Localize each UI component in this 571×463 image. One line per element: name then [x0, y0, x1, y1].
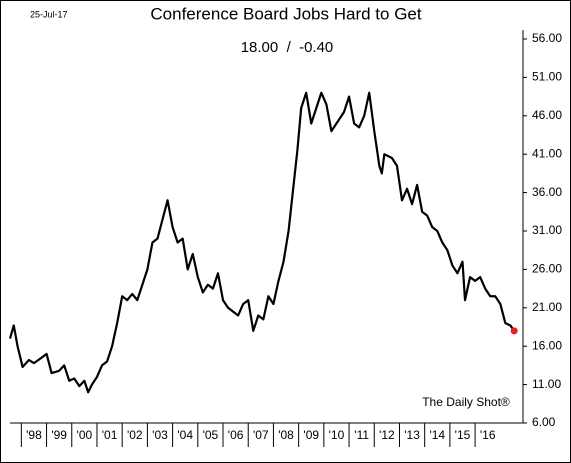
- y-tick-label: 21.00: [532, 300, 562, 314]
- x-tick-label: '15: [455, 428, 471, 442]
- x-tick-label: '01: [102, 428, 118, 442]
- chart-subtitle: 18.00 / -0.40: [241, 39, 334, 56]
- y-tick-label: 26.00: [532, 262, 562, 276]
- x-tick-label: '10: [329, 428, 345, 442]
- y-tick-label: 11.00: [532, 377, 561, 391]
- y-tick-label: 46.00: [532, 108, 562, 122]
- x-tick-label: '12: [379, 428, 395, 442]
- y-tick-label: 16.00: [532, 338, 562, 352]
- y-tick-label: 56.00: [532, 31, 562, 45]
- x-tick-label: '07: [253, 428, 269, 442]
- chart-title: Conference Board Jobs Hard to Get: [150, 4, 421, 23]
- y-tick-label: 6.00: [532, 415, 556, 429]
- x-tick-label: '13: [404, 428, 420, 442]
- y-tick-label: 51.00: [532, 70, 562, 84]
- x-tick-label: '03: [152, 428, 168, 442]
- x-tick-label: '14: [429, 428, 445, 442]
- x-tick-label: '11: [354, 428, 369, 442]
- x-tick-label: '99: [51, 428, 67, 442]
- x-tick-label: '09: [303, 428, 319, 442]
- x-tick-label: '98: [26, 428, 42, 442]
- x-tick-label: '00: [77, 428, 93, 442]
- y-tick-label: 31.00: [532, 223, 562, 237]
- x-tick-label: '05: [203, 428, 219, 442]
- last-point: [510, 327, 518, 335]
- x-tick-label: '02: [127, 428, 143, 442]
- x-tick-label: '16: [480, 428, 496, 442]
- x-tick-label: '08: [278, 428, 294, 442]
- y-tick-label: 36.00: [532, 185, 562, 199]
- date-label: 25-Jul-17: [30, 9, 68, 19]
- y-tick-label: 41.00: [532, 146, 562, 160]
- data-line: [8, 91, 516, 394]
- x-tick-label: '06: [228, 428, 244, 442]
- source-label: The Daily Shot®: [422, 395, 510, 409]
- x-tick-label: '04: [177, 428, 193, 442]
